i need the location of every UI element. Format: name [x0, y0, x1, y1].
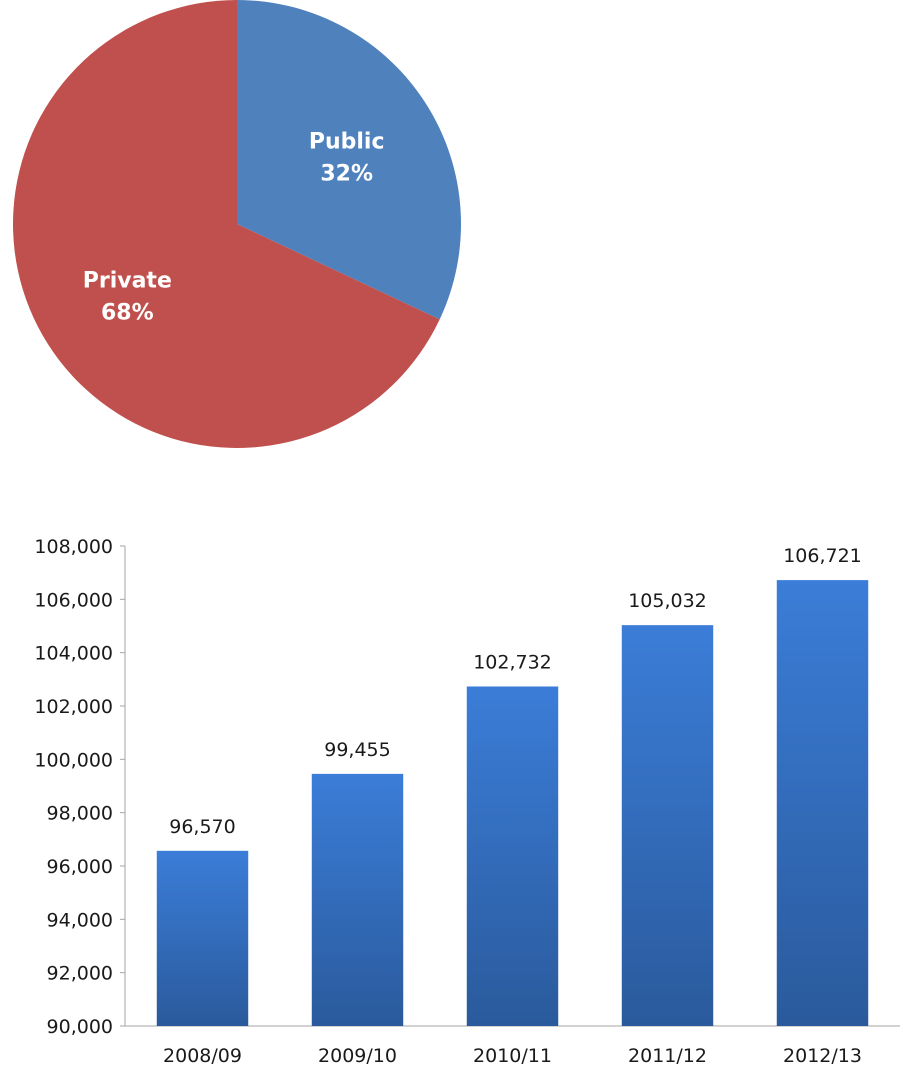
- x-tick-label: 2009/10: [318, 1045, 397, 1067]
- y-tick-label: 94,000: [47, 909, 113, 931]
- data-label-2011-12: 105,032: [628, 590, 707, 612]
- x-tick-label: 2012/13: [783, 1045, 862, 1067]
- bar-chart: 90,000 92,000 94,000 96,000 98,000 100,000 102…: [34, 536, 900, 1067]
- pie-chart: Public 32% Private 68%: [13, 0, 461, 448]
- y-tick-label: 100,000: [34, 749, 113, 771]
- pie-label-private: Private: [83, 269, 172, 294]
- y-tick-label: 104,000: [34, 643, 113, 665]
- y-tick-label: 98,000: [47, 803, 113, 825]
- pie-slice-public: [237, 0, 461, 320]
- x-tick-label: 2011/12: [628, 1045, 707, 1067]
- pie-label-public: Public: [309, 129, 385, 154]
- data-label-2009-10: 99,455: [324, 739, 390, 761]
- data-label-2012-13: 106,721: [783, 545, 862, 567]
- y-tick-label: 108,000: [34, 536, 113, 558]
- bar-2009-10: [311, 773, 404, 1026]
- pie-percent-private: 68%: [101, 301, 154, 326]
- y-tick-label: 106,000: [34, 589, 113, 611]
- x-tick-label: 2008/09: [163, 1045, 242, 1067]
- bar-2011-12: [621, 625, 714, 1026]
- y-tick-label: 92,000: [47, 963, 113, 985]
- y-tick-label: 90,000: [47, 1016, 113, 1038]
- data-label-2010-11: 102,732: [473, 651, 552, 673]
- pie-slice-private: [13, 0, 440, 448]
- pie-percent-public: 32%: [320, 161, 373, 186]
- bar-2010-11: [466, 686, 559, 1026]
- bar-2008-09: [156, 850, 249, 1026]
- x-tick-label: 2010/11: [473, 1045, 552, 1067]
- bar-2012-13: [776, 580, 869, 1026]
- y-tick-label: 96,000: [47, 856, 113, 878]
- data-label-2008-09: 96,570: [169, 816, 235, 838]
- y-tick-label: 102,000: [34, 696, 113, 718]
